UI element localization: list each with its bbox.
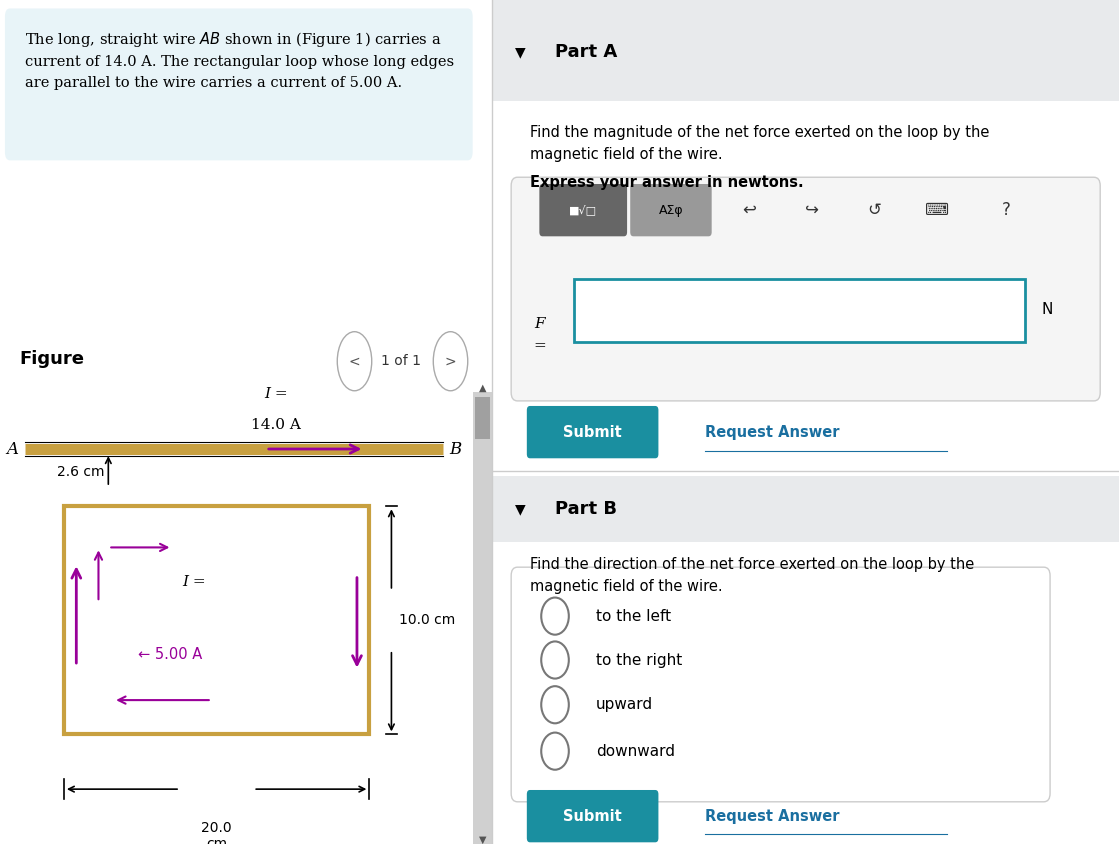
Text: B: B (450, 441, 461, 457)
Text: Find the magnitude of the net force exerted on the loop by the
magnetic field of: Find the magnitude of the net force exer… (530, 125, 989, 162)
Text: ■√□: ■√□ (570, 205, 598, 215)
Text: ▼: ▼ (515, 502, 526, 516)
Text: Express your answer in newtons.: Express your answer in newtons. (530, 175, 803, 190)
Text: to the right: to the right (595, 652, 681, 668)
FancyBboxPatch shape (527, 790, 658, 842)
Text: I =: I = (264, 387, 288, 401)
Text: Find the direction of the net force exerted on the loop by the
magnetic field of: Find the direction of the net force exer… (530, 557, 975, 594)
Text: Request Answer: Request Answer (705, 809, 840, 824)
Bar (472, 392, 492, 844)
Text: ↪: ↪ (805, 201, 819, 219)
Circle shape (542, 686, 568, 723)
Text: Part A: Part A (555, 43, 618, 62)
Circle shape (337, 332, 372, 391)
Bar (476, 397, 490, 439)
Text: ▲: ▲ (479, 383, 487, 393)
Text: 14.0 A: 14.0 A (251, 419, 301, 432)
Bar (492, 0, 1119, 101)
Text: Submit: Submit (563, 809, 622, 824)
Text: AΣφ: AΣφ (659, 203, 684, 217)
Text: ▼: ▼ (515, 46, 526, 59)
Text: =: = (533, 339, 546, 354)
Text: ▼: ▼ (479, 835, 487, 844)
Text: ← 5.00 A: ← 5.00 A (138, 647, 203, 662)
FancyBboxPatch shape (511, 177, 1100, 401)
Text: F: F (534, 317, 545, 332)
Text: Request Answer: Request Answer (705, 425, 840, 440)
Text: upward: upward (595, 697, 652, 712)
Text: Submit: Submit (563, 425, 622, 440)
FancyBboxPatch shape (4, 8, 472, 160)
Text: <: < (349, 354, 360, 368)
Text: >: > (444, 354, 457, 368)
Text: 2.6 cm: 2.6 cm (57, 465, 105, 479)
Text: ↺: ↺ (867, 201, 882, 219)
Circle shape (542, 733, 568, 770)
FancyBboxPatch shape (527, 406, 658, 458)
Text: I =: I = (182, 575, 206, 588)
Text: ?: ? (1002, 201, 1010, 219)
FancyBboxPatch shape (539, 184, 627, 236)
FancyBboxPatch shape (574, 279, 1025, 342)
Circle shape (542, 641, 568, 679)
FancyBboxPatch shape (64, 506, 369, 734)
Circle shape (433, 332, 468, 391)
Text: 10.0 cm: 10.0 cm (398, 614, 455, 627)
Text: ⌨: ⌨ (925, 201, 949, 219)
Text: The long, straight wire $AB$ shown in (Figure 1) carries a
current of 14.0 A. Th: The long, straight wire $AB$ shown in (F… (25, 30, 453, 89)
Text: 1 of 1: 1 of 1 (382, 354, 421, 368)
Text: ↩: ↩ (742, 201, 756, 219)
Text: to the left: to the left (595, 609, 671, 624)
FancyBboxPatch shape (511, 567, 1050, 802)
Text: 20.0
cm: 20.0 cm (201, 821, 232, 844)
FancyBboxPatch shape (630, 184, 712, 236)
Text: Figure: Figure (20, 349, 85, 368)
Text: A: A (7, 441, 18, 457)
Text: Part B: Part B (555, 500, 617, 518)
Text: downward: downward (595, 744, 675, 759)
Text: N: N (1042, 302, 1053, 317)
Circle shape (542, 598, 568, 635)
Bar (492, 476, 1119, 542)
